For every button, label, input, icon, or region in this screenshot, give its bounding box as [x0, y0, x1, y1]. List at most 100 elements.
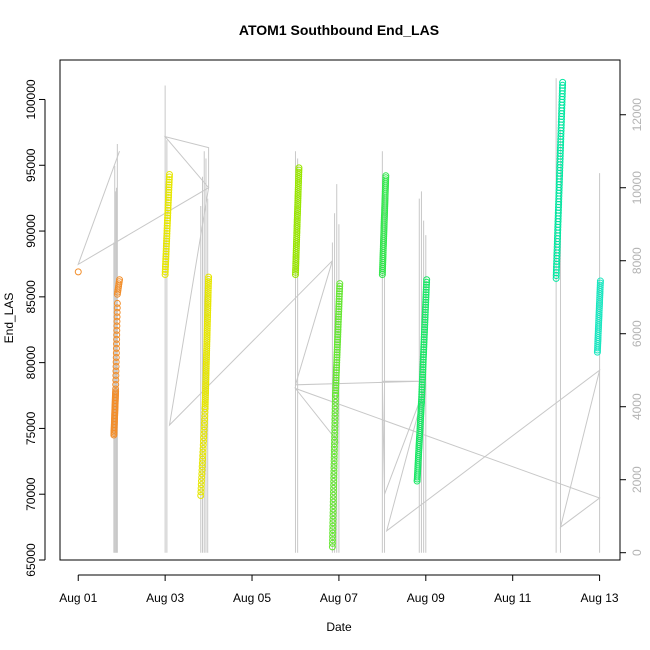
data-point: [202, 358, 210, 366]
data-point: [333, 353, 341, 361]
data-point: [165, 183, 173, 191]
overlay-series: [77, 78, 601, 553]
y2-tick-label: 2000: [630, 466, 644, 493]
data-point: [333, 341, 341, 349]
data-point: [293, 229, 301, 237]
data-point: [201, 405, 209, 413]
data-point: [331, 426, 339, 434]
data-point: [334, 333, 342, 341]
data-point: [421, 323, 429, 331]
data-point: [418, 378, 426, 386]
data-point: [202, 365, 210, 373]
data-point: [205, 275, 213, 283]
data-point: [165, 191, 173, 199]
data-point: [163, 217, 171, 225]
data-point: [163, 219, 171, 227]
data-point: [162, 260, 170, 268]
data-point: [165, 186, 173, 194]
data-point: [295, 166, 303, 174]
y-tick-label: 95000: [24, 148, 38, 182]
data-point: [331, 436, 339, 444]
data-point: [294, 201, 302, 209]
data-point: [202, 371, 210, 379]
data-point: [422, 301, 430, 309]
data-point: [329, 495, 337, 503]
data-point: [335, 290, 343, 298]
data-point: [203, 318, 211, 326]
data-point: [202, 360, 210, 368]
data-point: [329, 536, 337, 544]
data-point: [291, 270, 299, 278]
data-point: [197, 492, 205, 500]
data-point: [203, 315, 211, 323]
x-tick-label: Aug 05: [233, 591, 271, 605]
data-point: [329, 512, 337, 520]
y-axis-label: End_LAS: [2, 293, 16, 344]
data-point: [162, 247, 170, 255]
data-point: [293, 216, 301, 224]
y-tick-label: 100000: [24, 79, 38, 119]
data-point: [204, 280, 212, 288]
data-point: [197, 488, 205, 496]
data-point: [292, 262, 300, 270]
data-point: [204, 311, 212, 319]
data-point: [201, 412, 209, 420]
data-point: [198, 463, 206, 471]
data-point: [201, 396, 209, 404]
data-point: [331, 402, 339, 410]
data-point: [203, 329, 211, 337]
data-point: [202, 353, 210, 361]
data-point: [164, 209, 172, 217]
data-point: [422, 283, 430, 291]
data-point: [161, 268, 169, 276]
data-point: [198, 473, 206, 481]
data-point: [418, 396, 426, 404]
data-point: [420, 346, 428, 354]
data-point: [202, 356, 210, 364]
data-point: [293, 210, 301, 218]
data-point: [203, 336, 211, 344]
data-point: [202, 369, 210, 377]
data-point: [113, 304, 121, 312]
data-point: [197, 484, 205, 492]
data-point: [294, 205, 302, 213]
data-point: [293, 214, 301, 222]
data-point: [330, 474, 338, 482]
data-point: [204, 284, 212, 292]
data-point: [422, 298, 430, 306]
data-point: [163, 227, 171, 235]
data-point: [113, 308, 121, 316]
data-point: [292, 251, 300, 259]
data-point: [113, 299, 121, 307]
data-point: [203, 347, 211, 355]
y2-tick-label: 6000: [630, 320, 644, 347]
data-point: [335, 313, 342, 321]
data-point: [420, 336, 428, 344]
data-point: [331, 416, 339, 424]
data-point: [422, 303, 429, 311]
data-point: [294, 207, 302, 215]
data-point: [112, 380, 120, 388]
data-point: [202, 382, 210, 390]
x-tick-label: Aug 01: [59, 591, 97, 605]
y-tick-label: 70000: [24, 477, 38, 511]
data-point: [331, 405, 339, 413]
data-point: [163, 229, 171, 237]
y2-axis: 0 2000 4000 6000 8000 10000 12000: [619, 98, 644, 556]
data-point: [292, 268, 300, 276]
data-point: [330, 484, 338, 492]
data-point: [293, 227, 301, 235]
data-point: [329, 508, 337, 516]
data-point: [204, 293, 212, 301]
data-point: [293, 225, 301, 233]
data-point: [332, 389, 340, 397]
data-point: [333, 351, 341, 359]
data-point: [334, 315, 342, 323]
data-point: [204, 300, 212, 308]
y2-tick-label: 8000: [630, 247, 644, 274]
data-point: [204, 309, 212, 317]
data-point: [332, 381, 340, 389]
data-point: [293, 223, 301, 231]
data-point: [418, 391, 426, 399]
data-point: [112, 367, 120, 375]
